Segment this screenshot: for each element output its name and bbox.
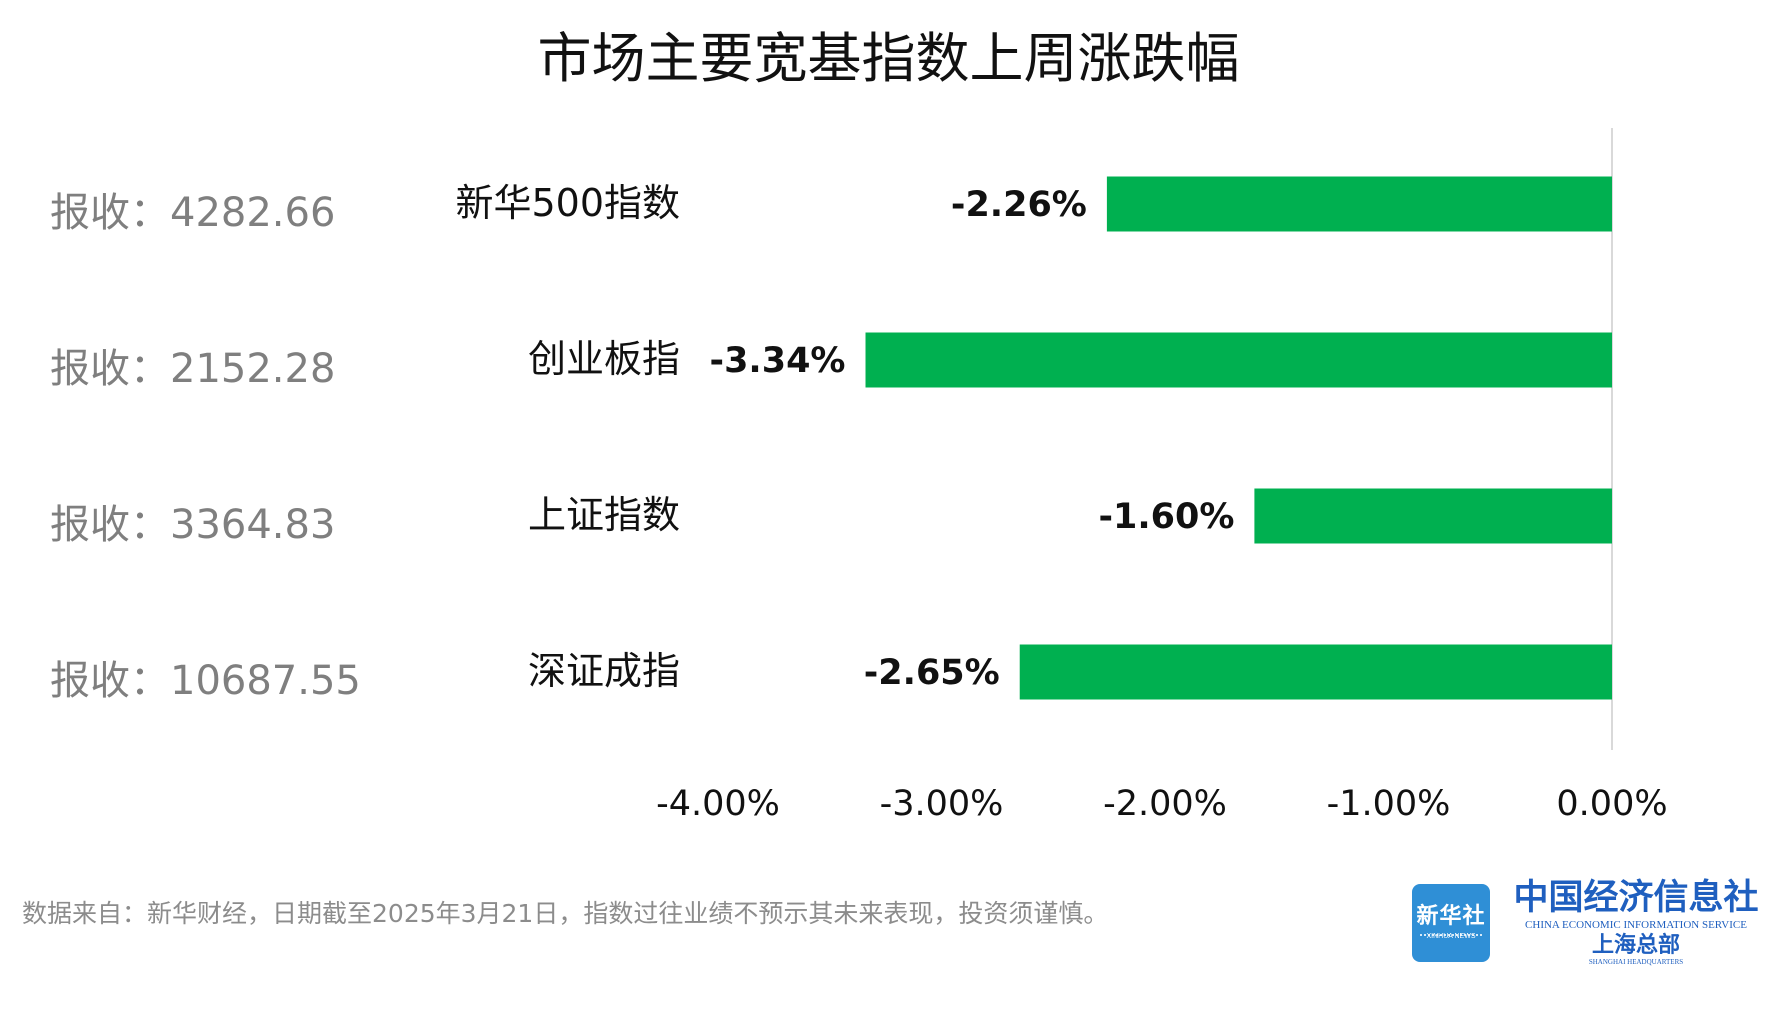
x-tick-label-4: 0.00% bbox=[1556, 784, 1667, 824]
dept-name-cn: 上海总部 bbox=[1591, 932, 1680, 958]
value-label-0: -2.26% bbox=[951, 185, 1087, 225]
value-label-1: -3.34% bbox=[710, 341, 846, 381]
dept-name-en: SHANGHAI HEADQUARTERS bbox=[1588, 958, 1684, 966]
logo-network-icon bbox=[1420, 934, 1482, 954]
x-tick-label-2: -2.00% bbox=[1103, 784, 1227, 824]
close-label-2: 报收：3364.83 bbox=[50, 502, 335, 548]
bar-1 bbox=[865, 332, 1612, 388]
value-label-3: -2.65% bbox=[864, 653, 1000, 693]
category-label-1: 创业板指 bbox=[528, 337, 680, 381]
value-label-2: -1.60% bbox=[1098, 497, 1234, 537]
org-name-cn: 中国经济信息社 bbox=[1513, 877, 1759, 918]
xinhua-logo: 新华社 XINHUA NEWS bbox=[1412, 884, 1490, 962]
category-label-0: 新华500指数 bbox=[455, 181, 680, 225]
logo-badge-en: XINHUA NEWS bbox=[1426, 933, 1476, 940]
org-name-en: CHINA ECONOMIC INFORMATION SERVICE bbox=[1525, 919, 1747, 931]
x-tick-label-0: -4.00% bbox=[656, 784, 780, 824]
close-label-3: 报收：10687.55 bbox=[50, 658, 361, 704]
x-tick-label-3: -1.00% bbox=[1327, 784, 1451, 824]
bar-0 bbox=[1106, 176, 1612, 232]
category-label-3: 深证成指 bbox=[528, 649, 680, 693]
chart-title: 市场主要宽基指数上周涨跌幅 bbox=[537, 27, 1240, 90]
org-logo: 中国经济信息社 CHINA ECONOMIC INFORMATION SERVI… bbox=[1504, 878, 1768, 967]
bar-3 bbox=[1019, 644, 1612, 700]
close-label-0: 报收：4282.66 bbox=[50, 190, 335, 236]
close-label-1: 报收：2152.28 bbox=[50, 346, 335, 392]
x-tick-label-1: -3.00% bbox=[880, 784, 1004, 824]
logo-badge-cn: 新华社 bbox=[1416, 903, 1486, 929]
bar-2 bbox=[1254, 488, 1612, 544]
source-note: 数据来自：新华财经，日期截至2025年3月21日，指数过往业绩不预示其未来表现，… bbox=[22, 899, 1109, 928]
bar-chart: -2.26% 新华500指数 报收：4282.66 -3.34% 创业板指 报收：2152… bbox=[50, 128, 1668, 824]
category-label-2: 上证指数 bbox=[528, 493, 680, 537]
